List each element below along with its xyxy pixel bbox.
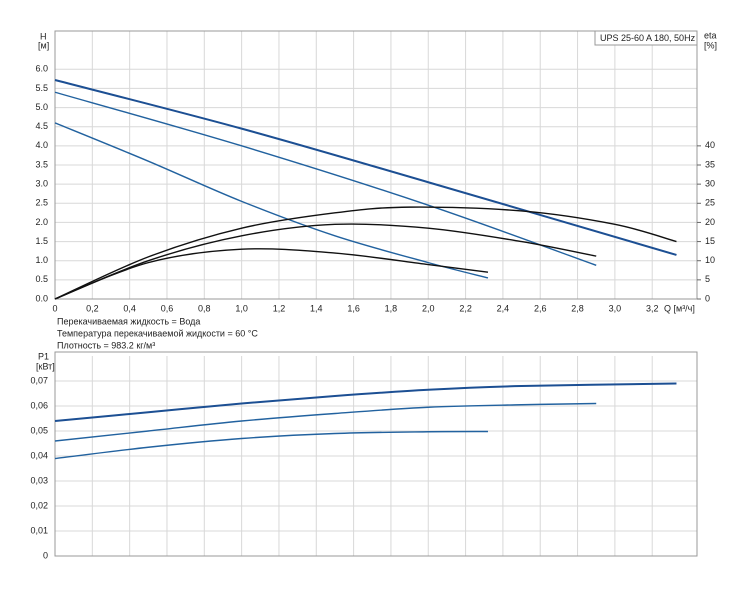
- y-axis-label: P1: [38, 351, 49, 361]
- curve: [54, 248, 489, 300]
- curve: [54, 223, 597, 300]
- legend-box: [594, 30, 698, 46]
- y-axis-label: H: [40, 31, 47, 41]
- y-tick-label: 2.0: [35, 217, 48, 227]
- y2-tick-label: 35: [705, 159, 715, 169]
- y-tick-label: 0,03: [30, 475, 48, 485]
- y2-tick-label: 0: [705, 293, 710, 303]
- y2-tick-label: 15: [705, 236, 715, 246]
- x-tick-label: 0,4: [123, 303, 136, 313]
- x-tick-label: 3,2: [646, 303, 659, 313]
- y-tick-label: 5.5: [35, 83, 48, 93]
- x-tick-label: 1,8: [385, 303, 398, 313]
- x-axis-label: Q [м³/ч]: [664, 303, 695, 313]
- y-tick-label: 0,07: [30, 375, 48, 385]
- curve: [54, 382, 677, 422]
- x-tick-label: 2,4: [497, 303, 510, 313]
- y2-tick-label: 40: [705, 140, 715, 150]
- y-tick-label: 0.5: [35, 274, 48, 284]
- plot-frame: [54, 351, 698, 557]
- x-tick-label: 1,2: [273, 303, 286, 313]
- y-tick-label: 0,04: [30, 450, 48, 460]
- y2-tick-label: 30: [705, 179, 715, 189]
- note: Перекачиваемая жидкость = Вода: [57, 316, 200, 326]
- curve: [54, 402, 597, 442]
- y-tick-label: 1.5: [35, 236, 48, 246]
- curve: [54, 79, 677, 256]
- x-tick-label: 2,8: [571, 303, 584, 313]
- curve: [54, 430, 488, 460]
- y-tick-label: 0.0: [35, 293, 48, 303]
- note: Плотность = 983.2 кг/м³: [57, 340, 155, 350]
- y-tick-label: 0,02: [30, 500, 48, 510]
- y2-axis-unit: [%]: [704, 40, 717, 50]
- x-tick-label: 0: [52, 303, 57, 313]
- x-tick-label: 0,8: [198, 303, 211, 313]
- curve: [54, 206, 677, 300]
- y-tick-label: 1.0: [35, 255, 48, 265]
- y-tick-label: 4.5: [35, 121, 48, 131]
- y-tick-label: 0,05: [30, 425, 48, 435]
- x-tick-label: 2,2: [459, 303, 472, 313]
- y-tick-label: 6.0: [35, 64, 48, 74]
- x-tick-label: 2,6: [534, 303, 547, 313]
- y2-tick-label: 20: [705, 217, 715, 227]
- x-tick-label: 2,0: [422, 303, 435, 313]
- x-tick-label: 1,4: [310, 303, 323, 313]
- y-axis-unit: [м]: [38, 40, 49, 50]
- y2-axis-label: eta: [704, 30, 717, 40]
- x-tick-label: 0,6: [161, 303, 174, 313]
- y2-tick-label: 10: [705, 255, 715, 265]
- y-tick-label: 0,06: [30, 400, 48, 410]
- y2-tick-label: 25: [705, 198, 715, 208]
- chart-title: UPS 25-60 A 180, 50Hz: [600, 33, 696, 43]
- y2-tick-label: 5: [705, 274, 710, 284]
- y-axis-unit: [кВт]: [36, 361, 55, 371]
- y-tick-label: 5.0: [35, 102, 48, 112]
- curve: [54, 91, 597, 266]
- x-tick-label: 1,6: [347, 303, 360, 313]
- curve: [54, 122, 489, 279]
- x-tick-label: 1,0: [235, 303, 248, 313]
- y-tick-label: 3.5: [35, 159, 48, 169]
- y-tick-label: 3.0: [35, 179, 48, 189]
- y-tick-label: 0: [43, 550, 48, 560]
- y-tick-label: 2.5: [35, 198, 48, 208]
- x-tick-label: 3,0: [609, 303, 622, 313]
- note: Температура перекачиваемой жидкости = 60…: [57, 328, 258, 338]
- y-tick-label: 0,01: [30, 525, 48, 535]
- y-tick-label: 4.0: [35, 140, 48, 150]
- x-tick-label: 0,2: [86, 303, 99, 313]
